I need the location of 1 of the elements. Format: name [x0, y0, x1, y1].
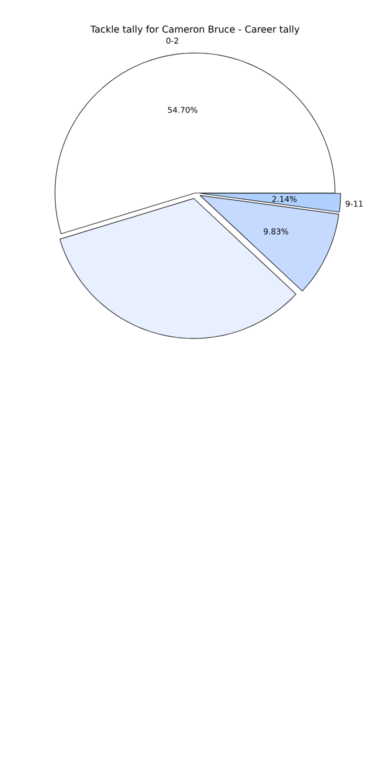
chart-title: Tackle tally for Cameron Bruce - Career tally	[90, 25, 300, 35]
